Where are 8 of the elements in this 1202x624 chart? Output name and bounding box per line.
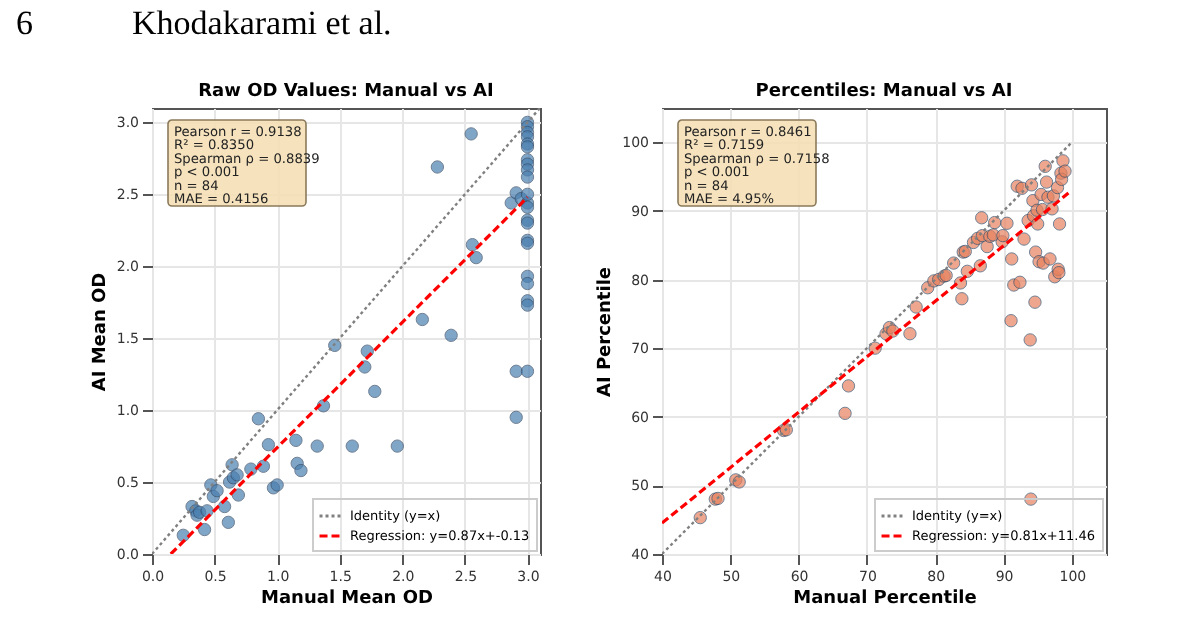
x-axis-title: Manual Mean OD	[261, 589, 433, 609]
chart-title: Percentiles: Manual vs AI	[755, 82, 1013, 102]
chart-title: Raw OD Values: Manual vs AI	[198, 82, 494, 102]
text: 6	[16, 4, 33, 44]
y-axis-title: AI Mean OD	[90, 272, 111, 392]
x-axis-title: Manual Percentile	[793, 589, 977, 609]
text: Khodakarami et al.	[132, 4, 392, 44]
y-axis-title: AI Percentile	[596, 266, 617, 398]
